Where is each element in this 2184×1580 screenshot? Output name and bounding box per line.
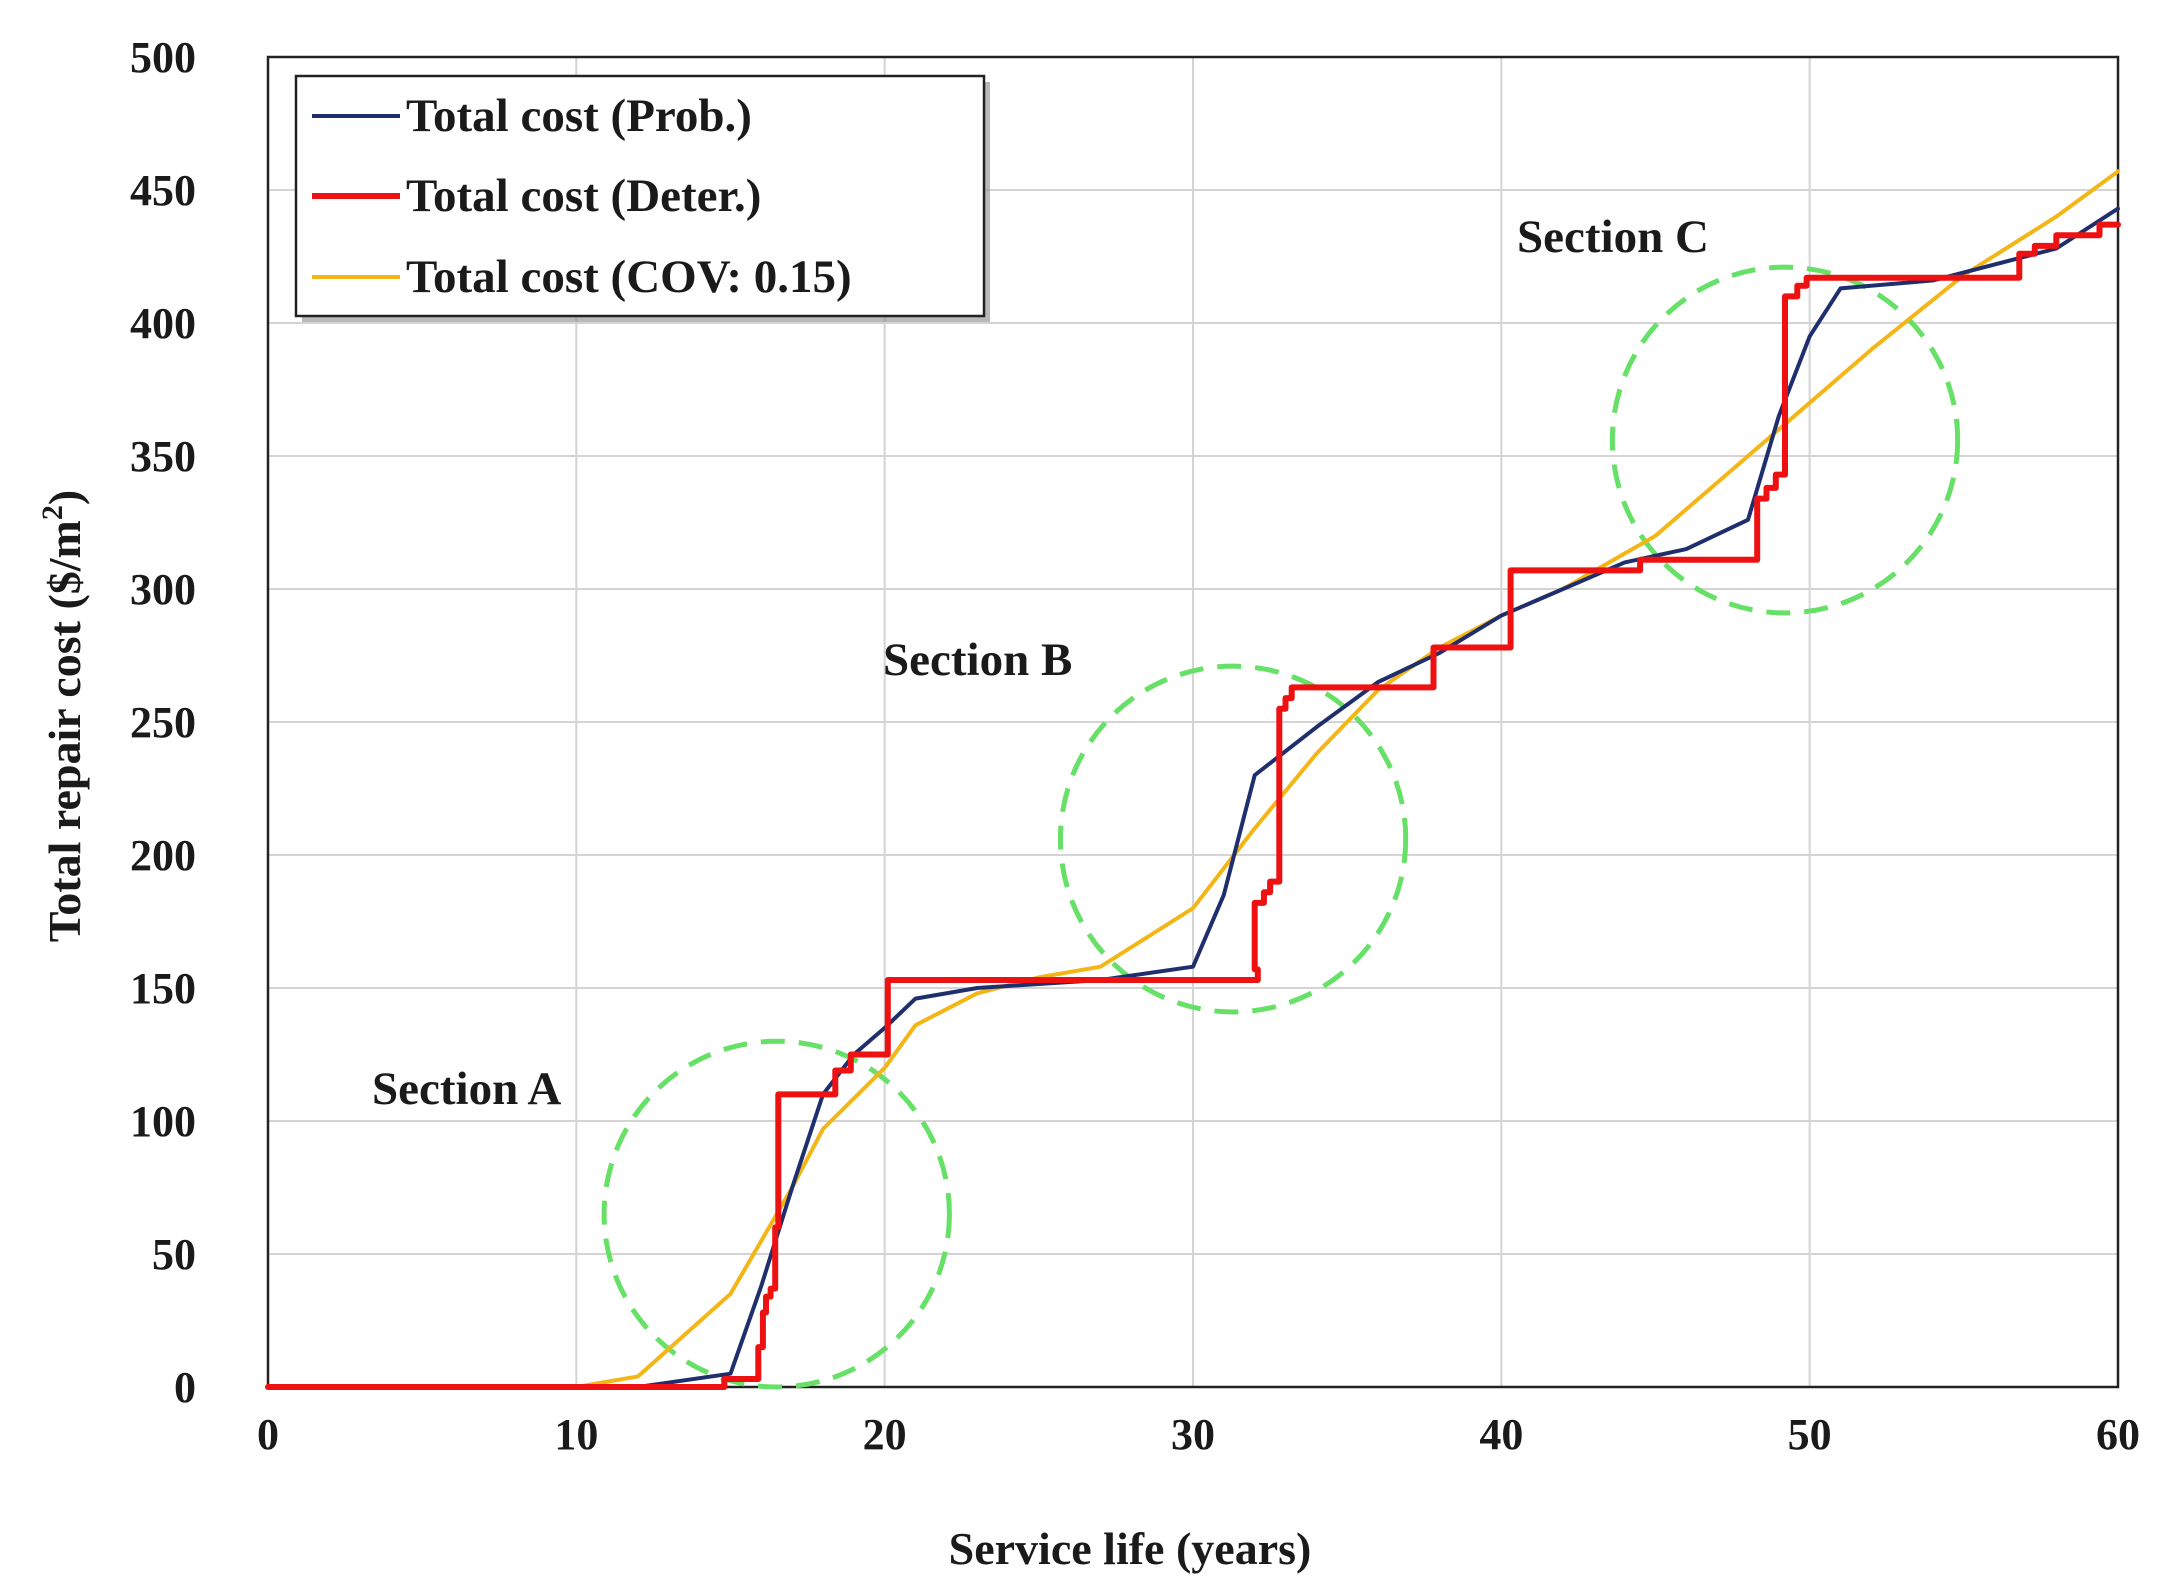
y-tick-label-350: 350 — [130, 432, 196, 481]
y-tick-label-450: 450 — [130, 166, 196, 215]
annotation-label-section-c: Section C — [1517, 211, 1709, 263]
annotation-circle-section-a — [601, 1038, 952, 1390]
y-axis-title-end: ) — [39, 490, 90, 505]
annotation-label-section-b: Section B — [883, 634, 1072, 686]
y-tick-label-250: 250 — [130, 698, 196, 747]
x-tick-label-50: 50 — [1788, 1410, 1832, 1459]
annotation-circles — [601, 264, 1961, 1390]
y-axis-title-superscript: 2 — [36, 505, 69, 520]
x-tick-label-40: 40 — [1479, 1410, 1523, 1459]
y-tick-label-400: 400 — [130, 299, 196, 348]
y-tick-label-100: 100 — [130, 1097, 196, 1146]
y-tick-label-300: 300 — [130, 565, 196, 614]
annotation-label-section-a: Section A — [372, 1063, 561, 1115]
legend-label-deter: Total cost (Deter.) — [406, 170, 761, 222]
x-tick-label-30: 30 — [1171, 1410, 1215, 1459]
y-tick-label-150: 150 — [130, 964, 196, 1013]
tick-labels: 0 10 20 30 40 50 60 0 50 100 150 200 250 300 350 400 450… — [130, 33, 2140, 1459]
legend-label-prob: Total cost (Prob.) — [406, 90, 752, 142]
legend: Total cost (Prob.) Total cost (Deter.) T… — [294, 74, 990, 322]
y-tick-label-500: 500 — [130, 33, 196, 82]
legend-box — [294, 74, 986, 318]
annotation-circle-section-b — [1057, 663, 1409, 1015]
y-tick-label-0: 0 — [174, 1363, 196, 1412]
y-axis-title-main: Total repair cost ($/m — [39, 520, 90, 942]
x-tick-label-10: 10 — [554, 1410, 598, 1459]
y-tick-label-200: 200 — [130, 831, 196, 880]
x-tick-label-0: 0 — [257, 1410, 279, 1459]
x-tick-label-20: 20 — [863, 1410, 907, 1459]
annotation-circle-section-c — [1609, 264, 1961, 616]
x-tick-label-60: 60 — [2096, 1410, 2140, 1459]
y-tick-label-50: 50 — [152, 1230, 196, 1279]
legend-label-cov: Total cost (COV: 0.15) — [406, 251, 852, 303]
x-axis-title: Service life (years) — [949, 1523, 1312, 1574]
series-lines — [265, 169, 2121, 1390]
series-line-prob — [266, 206, 2120, 1389]
plot-frame — [266, 55, 2120, 1389]
series-line-deter — [265, 221, 2121, 1390]
y-axis-title: Total repair cost ($/m2) — [36, 490, 90, 942]
